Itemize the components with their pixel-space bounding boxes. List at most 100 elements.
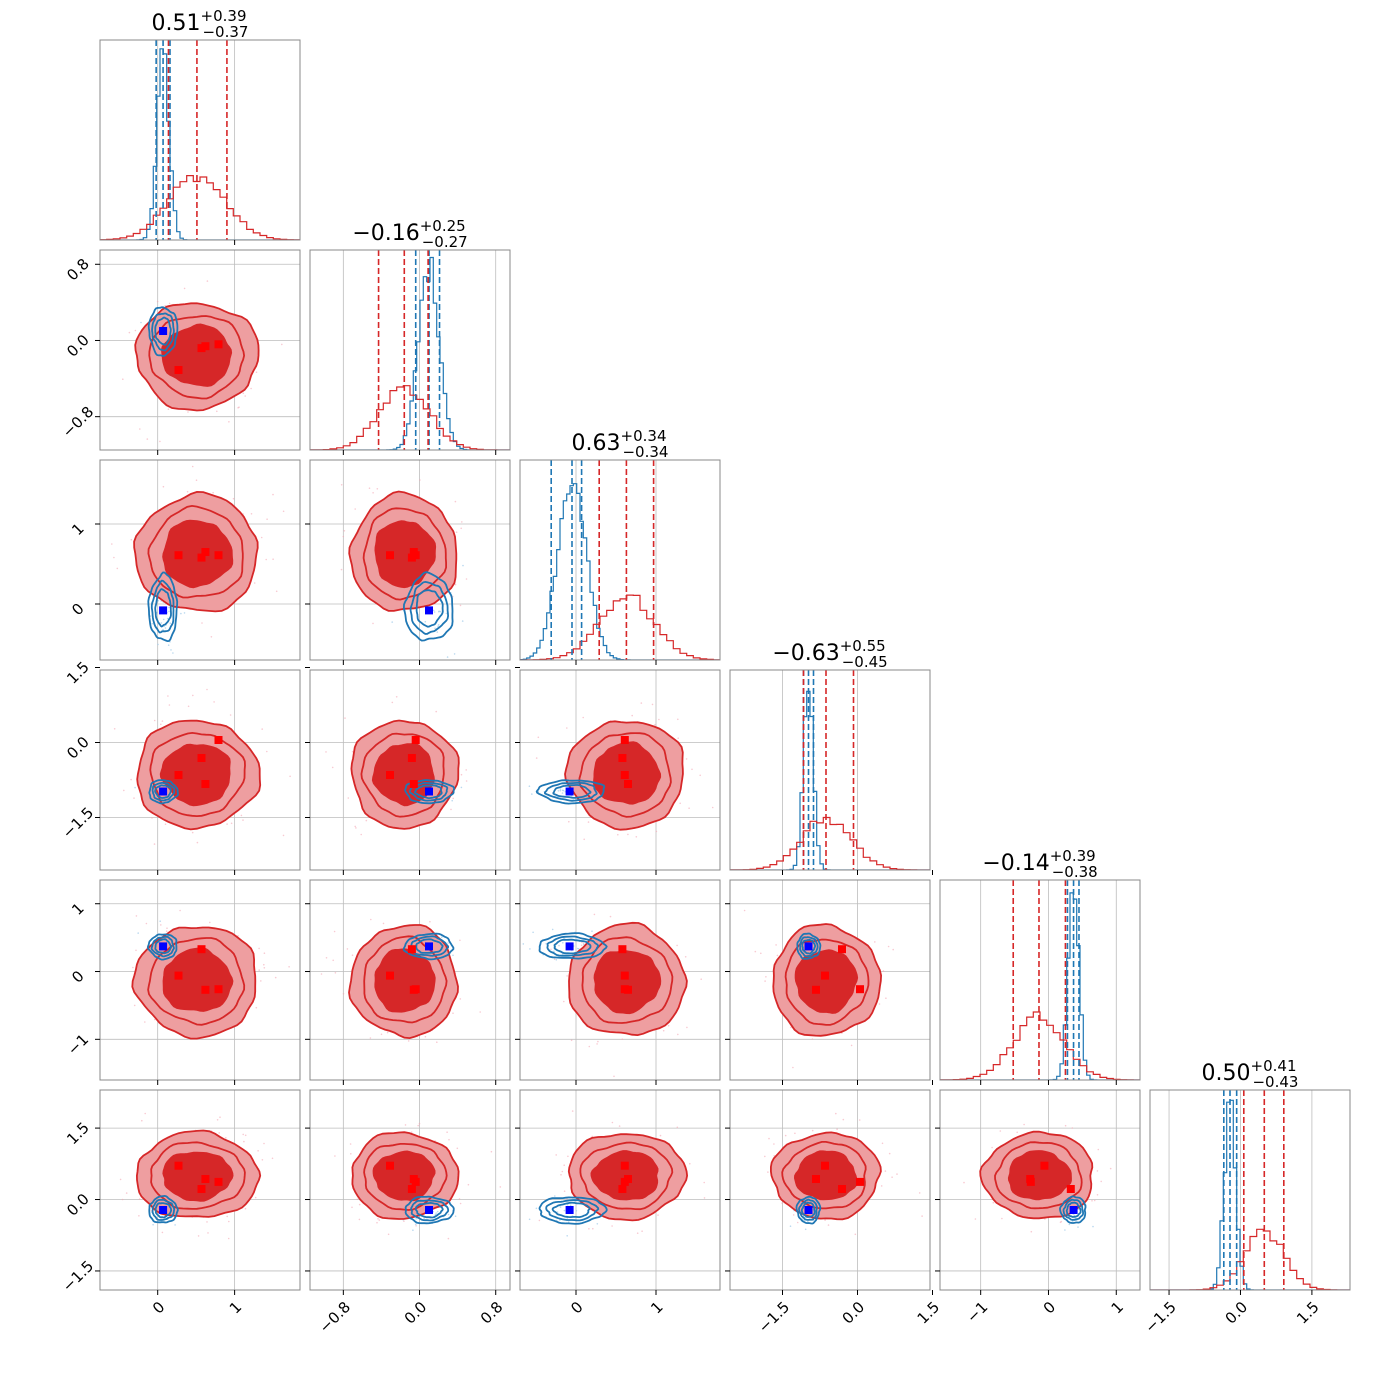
blue-sample-dot — [535, 1207, 538, 1210]
red-marker — [1066, 1185, 1075, 1193]
x-tick-label: 1 — [647, 1298, 666, 1317]
red-marker — [812, 985, 820, 994]
y-tick-label: 1 — [68, 520, 87, 539]
red-marker — [812, 1175, 820, 1183]
title-lower-error: −0.27 — [422, 233, 468, 251]
red-sample-dot — [792, 1066, 794, 1069]
title-value: 0.51 — [152, 11, 201, 36]
red-sample-dot — [1060, 1220, 1063, 1223]
red-sample-dot — [153, 1018, 156, 1021]
y-tick-label: 0.0 — [63, 1190, 93, 1220]
y-tick-label: 1.5 — [63, 658, 93, 688]
red-sample-dot — [121, 1198, 124, 1201]
blue-sample-dot — [556, 1211, 559, 1213]
red-sample-dot — [161, 720, 164, 722]
red-sample-dot — [794, 1132, 796, 1135]
red-sample-dot — [768, 1137, 770, 1140]
red-sample-dot — [588, 1045, 591, 1048]
blue-sample-dot — [528, 1218, 531, 1221]
title-upper-error: +0.39 — [1050, 847, 1096, 865]
axes-frame — [519, 459, 721, 661]
red-sample-dot — [700, 978, 702, 980]
red-sample-dot — [764, 980, 766, 982]
blue-sample-dot — [157, 643, 159, 646]
blue-contour — [553, 938, 592, 955]
y-tick-label: −1.5 — [59, 1257, 97, 1295]
blue-contour — [402, 932, 455, 961]
red-sample-dot — [166, 927, 168, 929]
blue-sample-dot — [159, 920, 161, 922]
red-sample-dot — [593, 913, 596, 916]
blue-contour — [404, 779, 456, 805]
red-sample-dot — [609, 915, 612, 918]
red-sample-dot — [580, 944, 583, 947]
red-contour-mid — [148, 315, 246, 400]
blue-contour — [150, 579, 175, 634]
red-marker — [174, 771, 183, 779]
blue-sample-dot — [437, 625, 439, 628]
y-tick-label: 0 — [68, 967, 87, 986]
red-sample-dot — [424, 1035, 427, 1038]
red-contour-mid — [578, 732, 672, 818]
red-sample-dot — [144, 1021, 146, 1023]
blue-sample-dot — [563, 1209, 566, 1212]
contour-panel-3-0: −1.5 0.0 1.5 — [59, 658, 301, 875]
red-sample-dot — [191, 465, 194, 468]
red-sample-dot — [244, 1207, 247, 1210]
red-sample-dot — [243, 1140, 245, 1143]
red-sample-dot — [288, 966, 290, 968]
blue-sample-dot — [134, 786, 136, 789]
axes-frame — [99, 879, 301, 1081]
red-sample-dot — [168, 302, 171, 305]
axes-frame — [939, 1089, 1141, 1291]
title-upper-error: +0.25 — [420, 217, 466, 235]
red-sample-dot — [459, 939, 461, 942]
red-sample-dot — [377, 1218, 379, 1220]
blue-marker — [1069, 1206, 1078, 1214]
red-sample-dot — [882, 970, 885, 972]
blue-sample-dot — [414, 1223, 417, 1226]
blue-contour — [154, 316, 172, 346]
red-sample-dot — [450, 808, 452, 811]
red-sample-dot — [455, 531, 458, 533]
red-sample-dot — [347, 797, 350, 799]
blue-sample-dot — [561, 789, 564, 792]
red-sample-dot — [991, 1146, 993, 1149]
axes-frame — [519, 1089, 721, 1291]
blue-contour — [151, 312, 175, 352]
red-sample-dot — [135, 915, 138, 917]
contour-panel-5-1: −0.8 0.0 0.8 — [305, 1089, 511, 1337]
red-marker — [407, 945, 416, 954]
axes-frame — [519, 879, 721, 1081]
blue-sample-dot — [446, 656, 449, 658]
red-sample-dot — [891, 1176, 893, 1178]
red-sample-dot — [228, 421, 230, 423]
title-value: −0.16 — [352, 221, 419, 246]
red-sample-dot — [225, 1137, 227, 1139]
red-marker — [214, 340, 223, 349]
red-histogram — [730, 816, 930, 870]
red-contour-inner — [794, 949, 859, 1014]
red-sample-dot — [452, 797, 455, 800]
red-sample-dot — [258, 947, 260, 950]
axes-frame — [309, 1089, 511, 1291]
red-contour-inner — [374, 948, 436, 1013]
axes-frame — [99, 669, 301, 871]
red-sample-dot — [275, 590, 278, 593]
blue-sample-dot — [439, 610, 442, 613]
red-sample-dot — [1109, 1167, 1112, 1170]
red-marker — [201, 1175, 210, 1183]
red-sample-dot — [201, 622, 203, 624]
x-tick-label: 1.5 — [914, 1298, 944, 1328]
contour-panel-5-0: 0 1 −1.5 0.0 1.5 — [59, 1089, 301, 1318]
blue-marker — [804, 1206, 813, 1214]
red-sample-dot — [138, 1198, 141, 1200]
red-sample-dot — [395, 696, 398, 698]
red-sample-dot — [570, 1039, 573, 1042]
blue-sample-dot — [545, 942, 547, 945]
blue-sample-dot — [569, 1204, 572, 1207]
contour-panel-4-3 — [725, 879, 933, 1085]
red-sample-dot — [325, 957, 328, 959]
title-value: 0.63 — [572, 431, 621, 456]
red-sample-dot — [1097, 1148, 1100, 1151]
